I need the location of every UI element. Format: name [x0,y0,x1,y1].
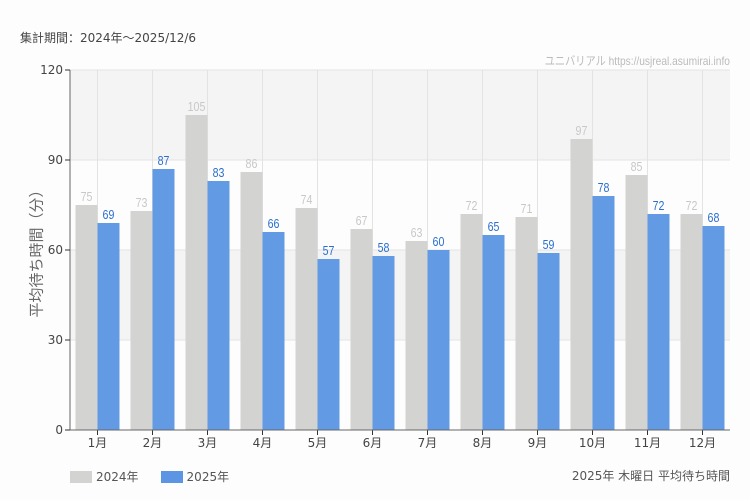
bar-2025[interactable] [372,256,395,430]
value-label-2024: 86 [246,156,258,171]
bar-2025[interactable] [317,259,340,430]
bar-2024[interactable] [130,211,153,430]
x-tick-label: 10月 [579,436,606,450]
bar-2024[interactable] [680,214,703,430]
value-label-2024: 72 [466,198,478,213]
y-tick-label: 0 [55,423,63,437]
value-label-2025: 87 [158,153,170,168]
bar-2024[interactable] [625,175,648,430]
bar-2025[interactable] [97,223,120,430]
value-label-2024: 63 [411,225,423,240]
bar-2025[interactable] [702,226,725,430]
x-tick-label: 6月 [363,436,383,450]
bar-2025[interactable] [592,196,615,430]
x-tick-label: 9月 [528,436,548,450]
bar-2025[interactable] [152,169,175,430]
value-label-2025: 72 [653,198,665,213]
bar-2024[interactable] [405,241,428,430]
bar-2025[interactable] [647,214,670,430]
value-label-2025: 59 [543,237,555,252]
value-label-2025: 69 [103,207,115,222]
bar-2025[interactable] [262,232,285,430]
y-tick-label: 60 [48,243,63,257]
x-tick-label: 1月 [88,436,108,450]
aggregation-period: 集計期間：2024年～2025/12/6 [20,31,197,45]
x-tick-label: 11月 [634,436,661,450]
value-label-2024: 85 [631,159,643,174]
value-label-2025: 68 [708,210,720,225]
x-tick-label: 5月 [308,436,328,450]
value-label-2024: 105 [188,99,206,114]
x-tick-label: 7月 [418,436,438,450]
value-label-2025: 57 [323,243,335,258]
value-label-2024: 97 [576,123,588,138]
chart-caption: 2025年 木曜日 平均待ち時間 [571,469,730,483]
legend-label-2025: 2025年 [186,470,230,484]
value-label-2024: 75 [81,189,93,204]
value-label-2025: 58 [378,240,390,255]
y-tick-label: 90 [48,153,63,167]
bar-2024[interactable] [295,208,318,430]
legend-swatch-2025 [160,470,183,483]
x-tick-label: 2月 [143,436,163,450]
bar-2025[interactable] [482,235,505,430]
value-label-2024: 71 [521,201,533,216]
value-label-2025: 83 [213,165,225,180]
value-label-2025: 60 [433,234,445,249]
bar-2024[interactable] [75,205,98,430]
x-tick-label: 4月 [253,436,273,450]
x-tick-label: 8月 [473,436,493,450]
bar-2024[interactable] [515,217,538,430]
x-tick-label: 12月 [689,436,716,450]
bar-2024[interactable] [350,229,373,430]
value-label-2024: 67 [356,213,368,228]
bar-2024[interactable] [240,172,263,430]
bar-2024[interactable] [460,214,483,430]
y-tick-label: 120 [40,63,63,77]
value-label-2024: 74 [301,192,313,207]
bar-2024[interactable] [570,139,593,430]
legend-swatch-2024 [70,470,92,483]
bar-2024[interactable] [185,115,208,430]
legend: 2024年 2025年 [70,468,229,485]
legend-item-2024[interactable]: 2024年 [70,468,139,485]
legend-item-2025[interactable]: 2025年 [160,468,230,485]
value-label-2024: 72 [686,198,698,213]
bar-2025[interactable] [537,253,560,430]
bar-2025[interactable] [207,181,230,430]
x-tick-label: 3月 [198,436,218,450]
legend-label-2024: 2024年 [96,470,139,484]
value-label-2024: 73 [136,195,148,210]
y-tick-label: 30 [48,333,63,347]
bar-2025[interactable] [427,250,450,430]
site-watermark: ユニバリアル https://usjreal.asumirai.info [544,54,730,68]
value-label-2025: 66 [268,216,280,231]
value-label-2025: 65 [488,219,500,234]
value-label-2025: 78 [598,180,610,195]
